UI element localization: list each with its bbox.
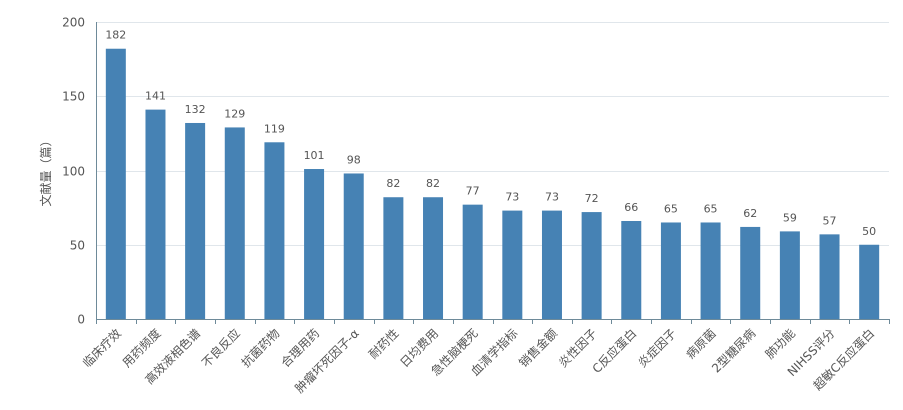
- x-tick-label: 耐药性: [366, 326, 401, 361]
- bar[interactable]: [264, 142, 285, 319]
- y-tick-label: 50: [70, 239, 85, 253]
- bar[interactable]: [819, 234, 840, 319]
- bar-value-label: 119: [264, 122, 285, 135]
- bar[interactable]: [740, 226, 761, 319]
- x-tick-label: 销售金额: [516, 326, 561, 371]
- y-tick-label: 100: [62, 165, 85, 179]
- bar-value-label: 57: [823, 214, 837, 227]
- bar-value-label: 141: [145, 90, 166, 103]
- x-tick-label: 肺功能: [763, 326, 798, 361]
- bar[interactable]: [502, 210, 523, 319]
- bar-value-label: 62: [743, 207, 757, 220]
- x-tick-label: 2型糖尿病: [708, 326, 758, 376]
- bar-value-label: 129: [224, 107, 245, 120]
- bar[interactable]: [660, 222, 681, 319]
- bar[interactable]: [581, 212, 602, 319]
- bar[interactable]: [859, 244, 880, 319]
- bar[interactable]: [105, 48, 126, 319]
- y-tick-label: 0: [77, 313, 85, 327]
- bar[interactable]: [304, 169, 325, 319]
- y-tick-label: 200: [62, 16, 85, 30]
- x-tick-label: 抗菌药物: [238, 326, 283, 371]
- bars: [105, 48, 880, 320]
- bar-value-label: 132: [185, 103, 206, 116]
- bar[interactable]: [541, 210, 562, 319]
- bar-value-label: 73: [545, 191, 559, 204]
- y-axis-title: 文献量（篇）: [38, 134, 53, 206]
- bar[interactable]: [423, 197, 444, 319]
- bar-value-label: 66: [624, 201, 638, 214]
- bar-value-label: 65: [664, 202, 678, 215]
- bar-value-label: 101: [304, 149, 325, 162]
- bar-value-label: 73: [505, 191, 519, 204]
- bar-value-label: 77: [466, 185, 480, 198]
- bar-value-label: 65: [704, 202, 718, 215]
- y-tick-label: 150: [62, 90, 85, 104]
- bar[interactable]: [185, 122, 206, 319]
- bar[interactable]: [779, 231, 800, 319]
- x-tick-label: 不良反应: [198, 326, 243, 371]
- bar[interactable]: [621, 220, 642, 319]
- bar-value-label: 72: [585, 192, 599, 205]
- bar-value-label: 82: [426, 177, 440, 190]
- bar[interactable]: [224, 127, 245, 319]
- bar[interactable]: [343, 173, 364, 319]
- bar-value-label: 50: [862, 225, 876, 238]
- bar-value-label: 182: [105, 29, 126, 42]
- gridlines: [96, 22, 889, 246]
- x-tick-label: 病原菌: [683, 326, 719, 362]
- bar-value-label: 82: [386, 177, 400, 190]
- x-tick-label: 临床疗效: [79, 326, 124, 371]
- bar-value-label: 59: [783, 211, 797, 224]
- bar-value-label: 98: [347, 153, 361, 166]
- data-labels: 182 141 132 129 119 101 98 82 82 77 73 73 72 66 65 65 62…: [105, 29, 876, 238]
- bar[interactable]: [462, 204, 483, 319]
- x-tick-label: 炎症因子: [634, 326, 679, 371]
- bar[interactable]: [700, 222, 721, 319]
- bar[interactable]: [383, 197, 404, 319]
- bar[interactable]: [145, 109, 166, 320]
